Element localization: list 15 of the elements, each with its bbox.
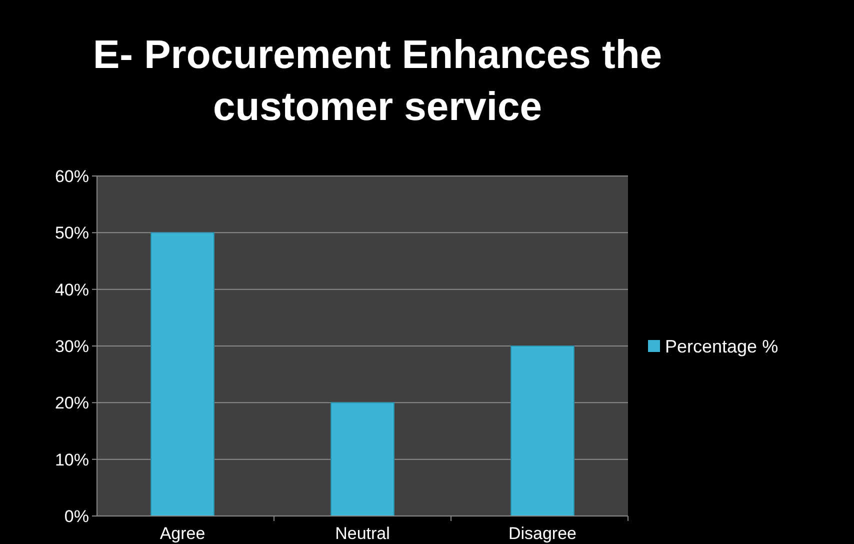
legend-label: Percentage % <box>665 336 778 356</box>
x-tick-label: Disagree <box>508 524 577 543</box>
bar <box>510 346 574 516</box>
y-tick-label: 20% <box>54 394 89 413</box>
y-tick-label: 0% <box>64 506 89 526</box>
bar <box>330 402 394 516</box>
chart-title: E- Procurement Enhances the customer service <box>92 33 662 129</box>
y-tick-label: 50% <box>54 224 89 243</box>
x-tick-label: Agree <box>160 524 206 543</box>
bar <box>150 232 214 516</box>
y-tick-label: 40% <box>54 280 89 300</box>
x-tick-label: Neutral <box>335 524 390 543</box>
y-tick-label: 60% <box>54 166 89 186</box>
y-tick-label: 30% <box>54 336 89 356</box>
y-tick-label: 10% <box>54 450 89 470</box>
